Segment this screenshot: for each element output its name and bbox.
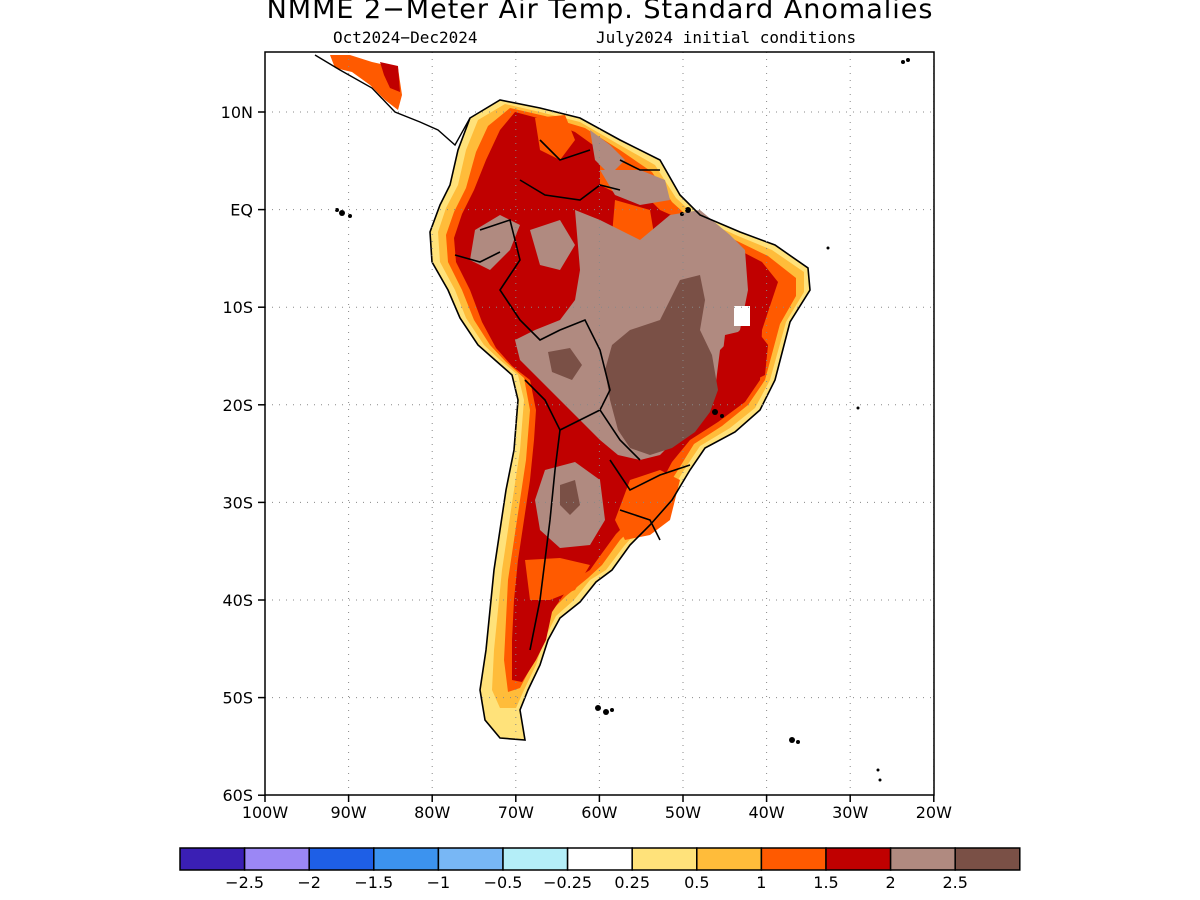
northeast-red-patch: [722, 328, 768, 385]
lat-tick-label: 40S: [222, 591, 253, 610]
lon-tick-label: 60W: [581, 803, 617, 822]
colorbar-label: 2: [886, 873, 896, 892]
colorbar-swatch: [825, 847, 892, 871]
lat-tick-label: 50S: [222, 689, 253, 708]
colorbar-swatch: [566, 847, 633, 871]
colorbar-label: −1.5: [354, 873, 393, 892]
colorbar-swatch: [243, 847, 310, 871]
islands: [335, 58, 910, 782]
colorbar-swatch: [954, 847, 1021, 871]
lat-tick-label: 60S: [222, 786, 253, 805]
brazil-darkbrown: [605, 275, 718, 455]
colorbar-label: −1: [427, 873, 451, 892]
map-title: NMME 2−Meter Air Temp. Standard Anomalie…: [266, 0, 934, 25]
argentina-darkbrown: [560, 480, 580, 515]
anomaly-layer: [314, 54, 910, 782]
colorbar-label: 1.5: [813, 873, 838, 892]
lat-tick-label: 10S: [222, 298, 253, 317]
colorbar-swatch: [179, 847, 246, 871]
colorbar-label: 0.25: [614, 873, 650, 892]
andes-lightbrown: [530, 220, 575, 270]
guiana-lightbrown: [590, 130, 625, 175]
forecast-period: Oct2024−Dec2024: [333, 28, 478, 47]
lon-tick-label: 70W: [498, 803, 534, 822]
lat-tick-label: 10N: [221, 103, 253, 122]
latitude-axis: 10N EQ 10S 20S 30S 40S 50S 60S: [221, 103, 265, 805]
colorbar-swatch: [308, 847, 375, 871]
lon-tick-label: 90W: [331, 803, 367, 822]
lon-tick-label: 50W: [665, 803, 701, 822]
missing-data-patch: [734, 306, 750, 326]
colorbar-label: 2.5: [942, 873, 967, 892]
central-america-core: [380, 62, 400, 92]
colorbar-swatch: [437, 847, 504, 871]
colorbar-label: 0.5: [684, 873, 709, 892]
colorbar-label: −0.5: [484, 873, 523, 892]
parana-orange-patch: [615, 470, 680, 540]
country-borders: [429, 99, 811, 741]
colorbar-swatch: [696, 847, 763, 871]
lat-tick-label: 20S: [222, 396, 253, 415]
lat-tick-label: EQ: [230, 201, 253, 220]
lon-tick-label: 20W: [916, 803, 952, 822]
colorbar-swatch: [889, 847, 956, 871]
lon-tick-label: 30W: [832, 803, 868, 822]
colorbar-label: 1: [756, 873, 766, 892]
colorbar-label: −0.25: [543, 873, 592, 892]
colorbar-swatch: [373, 847, 440, 871]
lat-tick-label: 30S: [222, 493, 253, 512]
lon-tick-label: 40W: [749, 803, 785, 822]
colorbar-swatch: [760, 847, 827, 871]
north-brazil-lightbrown: [600, 170, 670, 205]
longitude-axis: 100W 90W 80W 70W 60W 50W 40W 30W 20W: [242, 795, 952, 822]
venezuela-orange-patch: [535, 115, 575, 160]
lon-tick-label: 80W: [414, 803, 450, 822]
colorbar: −2.5 −2 −1.5 −1 −0.5 −0.25 0.25 0.5 1 1.5 2 2.5: [179, 847, 1021, 892]
lon-tick-label: 100W: [242, 803, 289, 822]
initial-conditions: July2024 initial conditions: [596, 28, 857, 47]
colorbar-label: −2: [297, 873, 321, 892]
colorbar-label: −2.5: [225, 873, 264, 892]
central-america-outline: [314, 54, 471, 147]
colorbar-swatch: [502, 847, 569, 871]
pantanal-darkbrown: [548, 348, 582, 380]
colorbar-swatch: [631, 847, 698, 871]
